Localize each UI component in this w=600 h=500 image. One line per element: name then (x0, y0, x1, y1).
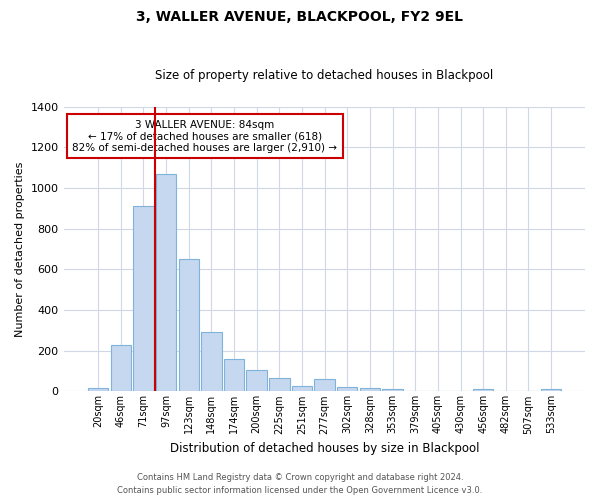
Bar (292, 386, 312, 392)
Bar (360, 388, 380, 392)
Y-axis label: Number of detached properties: Number of detached properties (15, 162, 25, 337)
Bar (179, 259, 199, 392)
Bar (224, 360, 244, 392)
Bar (88, 388, 108, 392)
Text: 3 WALLER AVENUE: 84sqm
← 17% of detached houses are smaller (618)
82% of semi-de: 3 WALLER AVENUE: 84sqm ← 17% of detached… (73, 120, 337, 153)
Bar (269, 378, 290, 392)
Bar (473, 389, 493, 392)
X-axis label: Distribution of detached houses by size in Blackpool: Distribution of detached houses by size … (170, 442, 479, 455)
Bar (201, 332, 221, 392)
Bar (156, 174, 176, 392)
Bar (110, 345, 131, 392)
Bar (247, 370, 267, 392)
Bar (382, 390, 403, 392)
Bar (541, 390, 562, 392)
Text: 3, WALLER AVENUE, BLACKPOOL, FY2 9EL: 3, WALLER AVENUE, BLACKPOOL, FY2 9EL (137, 10, 464, 24)
Bar (133, 206, 154, 392)
Text: Contains HM Land Registry data © Crown copyright and database right 2024.
Contai: Contains HM Land Registry data © Crown c… (118, 474, 482, 495)
Bar (337, 388, 358, 392)
Bar (314, 379, 335, 392)
Title: Size of property relative to detached houses in Blackpool: Size of property relative to detached ho… (155, 69, 494, 82)
